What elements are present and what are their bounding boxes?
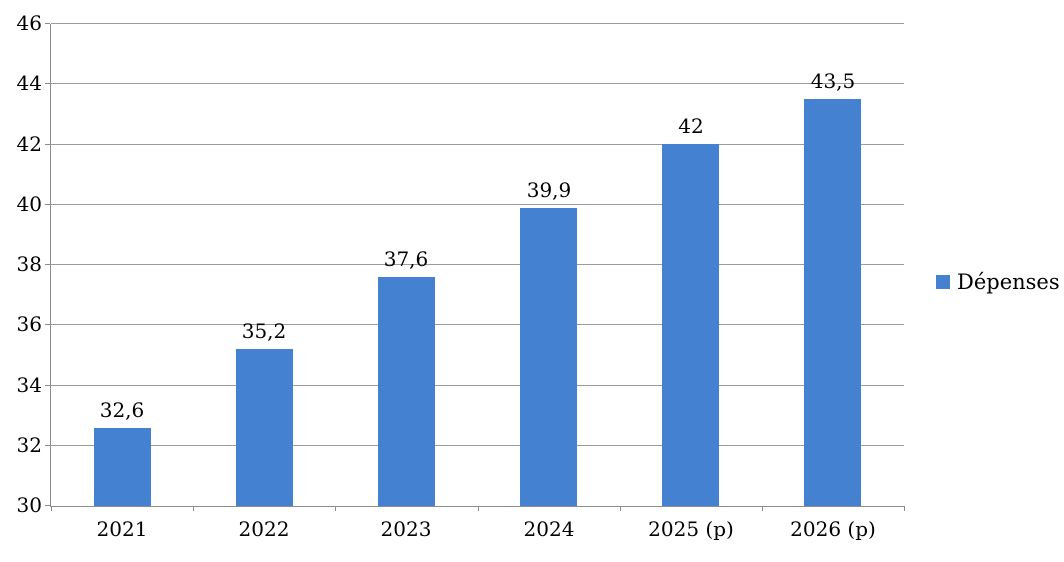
- gridline: [51, 444, 904, 446]
- x-tick-label: 2021: [96, 517, 148, 541]
- x-tick-label: 2025 (p): [648, 517, 734, 541]
- y-axis-tick: [45, 203, 50, 205]
- bar: [94, 428, 151, 506]
- x-axis-tick: [335, 506, 336, 511]
- y-tick-label: 30: [16, 493, 42, 517]
- y-tick-label: 44: [16, 71, 42, 96]
- y-tick-label: 38: [16, 252, 42, 276]
- gridline: [51, 324, 904, 326]
- y-axis-tick: [45, 23, 50, 24]
- legend-swatch-icon: [936, 275, 950, 289]
- x-tick-label: 2022: [238, 517, 290, 541]
- y-tick-label: 36: [16, 312, 42, 337]
- bar: [236, 349, 293, 506]
- y-axis-tick: [45, 505, 50, 506]
- x-tick-label: 2023: [380, 517, 432, 541]
- x-tick-label: 2026 (p): [790, 517, 876, 541]
- x-axis-line: [50, 506, 904, 507]
- gridline: [51, 83, 904, 85]
- x-axis-tick: [193, 506, 194, 511]
- y-axis-tick: [45, 384, 50, 386]
- x-axis-tick: [762, 506, 763, 511]
- bar: [804, 99, 861, 506]
- legend: Dépenses: [936, 270, 1060, 294]
- y-axis-tick: [45, 444, 50, 446]
- x-axis-tick: [478, 506, 479, 511]
- y-tick-label: 34: [16, 372, 42, 397]
- gridline: [51, 264, 904, 265]
- bar-value-label: 42: [678, 114, 704, 138]
- gridline: [51, 23, 904, 24]
- legend-label: Dépenses: [957, 270, 1060, 294]
- y-axis-tick: [45, 143, 50, 145]
- bar: [520, 208, 577, 506]
- bar-value-label: 37,6: [383, 247, 429, 271]
- y-tick-label: 32: [16, 432, 42, 457]
- y-axis-tick: [45, 264, 50, 265]
- y-axis-tick: [45, 83, 50, 85]
- y-tick-label: 46: [16, 11, 42, 35]
- bar-value-label: 35,2: [241, 319, 287, 343]
- bar-value-label: 39,9: [526, 178, 572, 202]
- bar-value-label: 43,5: [810, 69, 856, 93]
- x-axis-tick: [51, 506, 52, 511]
- bar-value-label: 32,6: [99, 398, 145, 422]
- gridline: [51, 384, 904, 386]
- y-axis-line: [50, 24, 51, 506]
- bar: [378, 277, 435, 506]
- y-axis-tick: [45, 324, 50, 326]
- gridline: [51, 203, 904, 205]
- gridline: [51, 143, 904, 145]
- bar: [662, 144, 719, 506]
- plot-area: 32,6 35,2 37,6 39,9 42 43,5: [45, 23, 905, 511]
- x-tick-label: 2024: [523, 517, 575, 541]
- y-tick-label: 42: [16, 131, 42, 156]
- x-axis-tick: [904, 506, 905, 511]
- x-axis-tick: [620, 506, 621, 511]
- y-tick-label: 40: [16, 191, 42, 216]
